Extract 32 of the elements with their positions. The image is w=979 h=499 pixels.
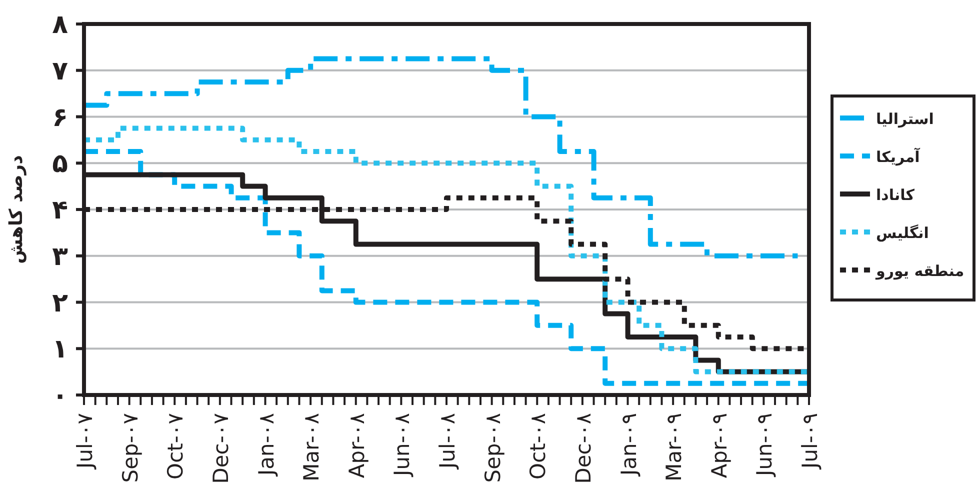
- y-tick-label: ۳: [52, 242, 68, 272]
- y-tick-label: ۸: [52, 10, 68, 40]
- x-tick-label: Oct-۰۸: [526, 413, 550, 480]
- x-tick-label: Jul-۰۹: [798, 413, 822, 470]
- legend-label: منطقه یورو: [875, 262, 964, 280]
- legend-label: کانادا: [876, 186, 915, 204]
- x-tick-label: Oct-۰۷: [164, 413, 188, 480]
- x-tick-label: Dec-۰۷: [208, 413, 233, 484]
- x-tick-label: Jul-۰۸: [436, 413, 460, 470]
- y-tick-label: ۶: [52, 102, 68, 133]
- legend-label: استرالیا: [876, 110, 934, 128]
- x-tick-label: Jan-۰۸: [254, 413, 278, 478]
- y-tick-label: ۲: [52, 288, 68, 318]
- x-tick-label: Apr-۰۸: [344, 413, 369, 478]
- y-tick-label: ۰: [52, 381, 68, 411]
- x-tick-label: Jun-۰۹: [752, 413, 777, 478]
- x-tick-label: Sep-۰۸: [480, 413, 505, 483]
- x-tick-label: Jul-۰۷: [73, 413, 97, 470]
- y-tick-label: ۱: [52, 334, 68, 365]
- legend-label: انگلیس: [876, 224, 929, 242]
- x-tick-label: Apr-۰۹: [707, 413, 732, 478]
- legend-label: آمریکا: [876, 147, 921, 166]
- y-axis-title: درصد کاهش: [6, 155, 27, 264]
- x-tick-label: Mar-۰۸: [300, 413, 324, 482]
- y-tick-label: ۷: [52, 56, 68, 86]
- x-tick-label: Mar-۰۹: [662, 413, 686, 482]
- y-tick-label: ۴: [52, 196, 68, 226]
- x-tick-label: Dec-۰۸: [571, 413, 596, 484]
- x-tick-label: Jan-۰۹: [616, 413, 641, 478]
- x-tick-label: Jun-۰۸: [390, 413, 414, 478]
- y-tick-label: ۵: [52, 149, 68, 180]
- x-tick-label: Sep-۰۷: [118, 413, 142, 483]
